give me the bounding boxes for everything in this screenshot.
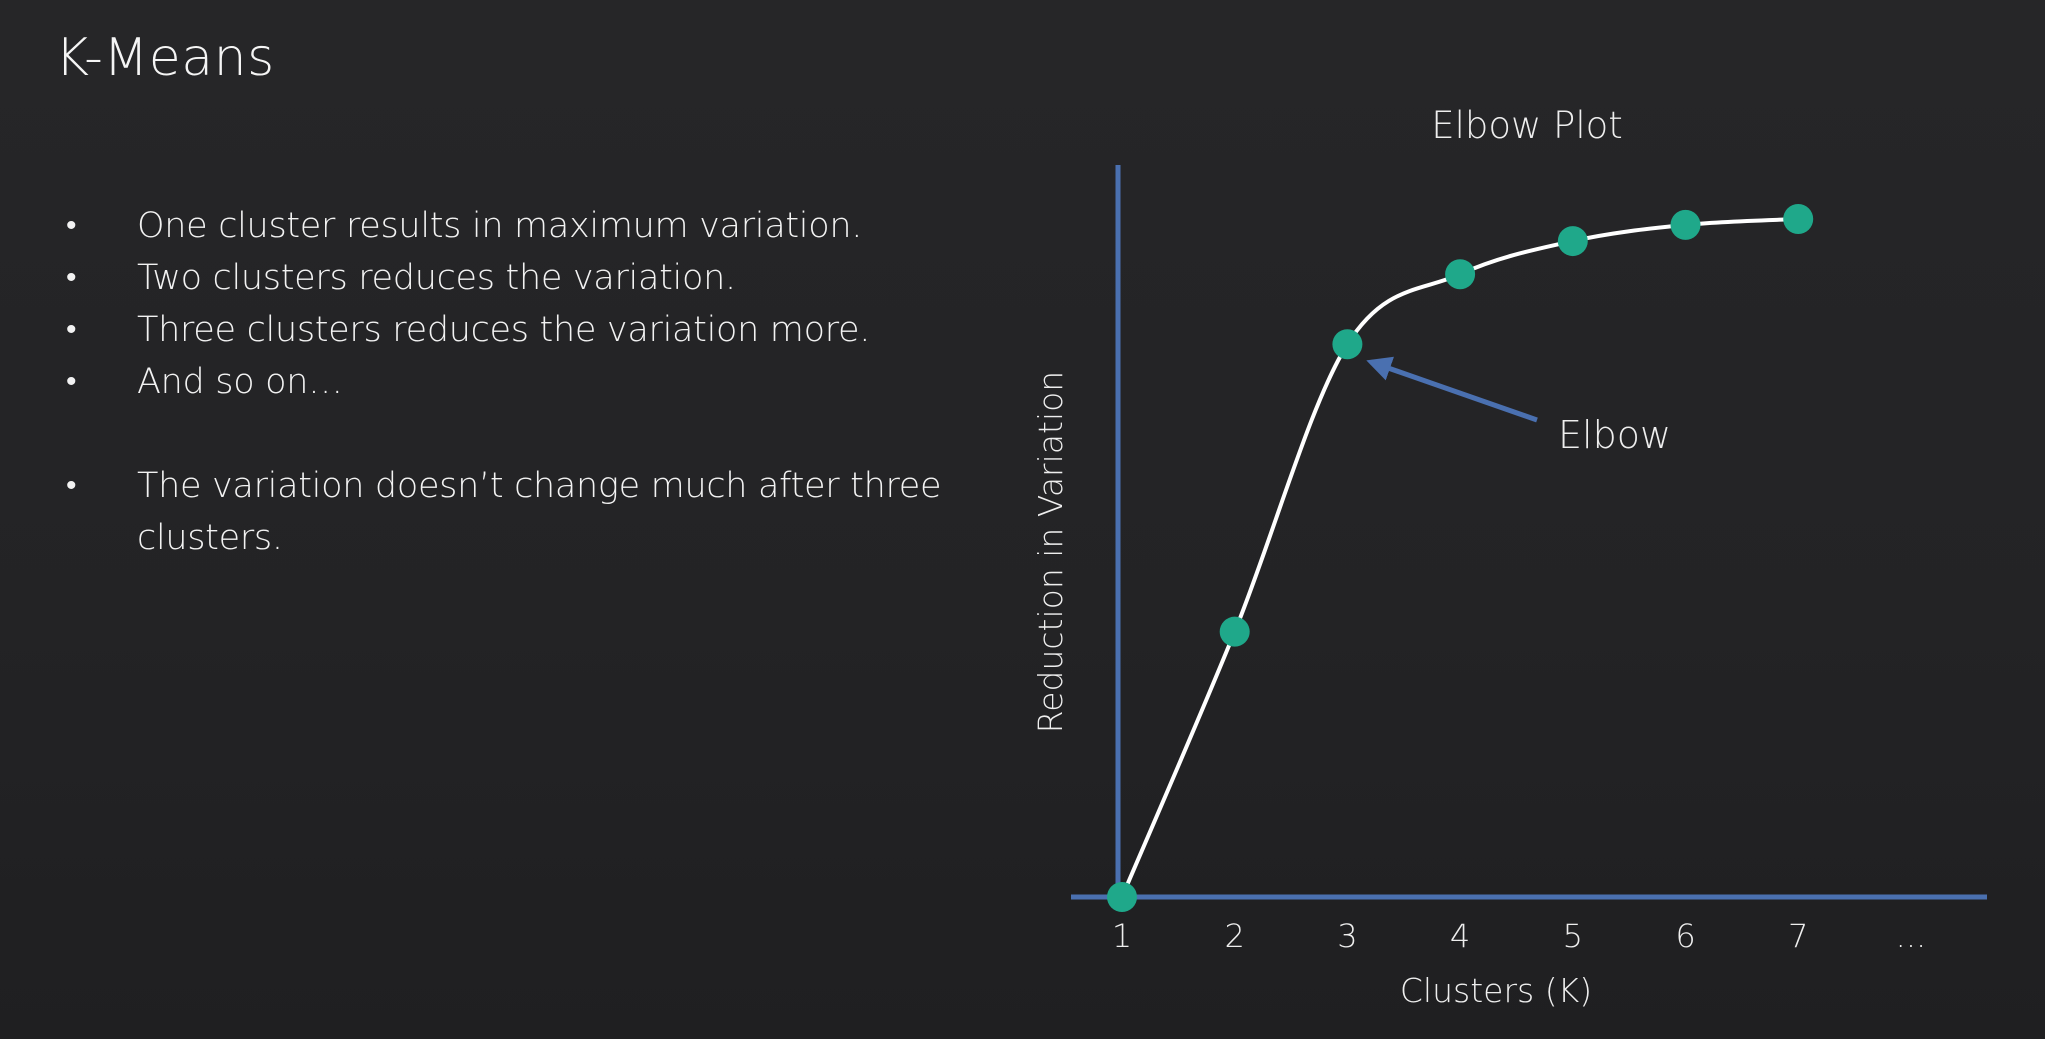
data-points <box>1107 203 1814 912</box>
x-tick-label: 4 <box>1450 917 1470 955</box>
chart-title: Elbow Plot <box>1431 104 1623 147</box>
bullet-item: The variation doesn’t change much after … <box>62 460 962 564</box>
data-point <box>1107 882 1137 912</box>
x-tick-label: 2 <box>1225 917 1245 955</box>
x-tick-label: 6 <box>1675 917 1695 955</box>
x-tick-label: 3 <box>1337 917 1357 955</box>
data-point <box>1670 209 1701 240</box>
bullet-item: Two clusters reduces the variation. <box>62 252 962 304</box>
elbow-arrow <box>1366 356 1538 423</box>
slide-title: K-Means <box>55 28 275 88</box>
x-tick-label: 5 <box>1563 917 1583 955</box>
bullet-item: And so on… <box>62 356 962 408</box>
x-tick-label: ... <box>1896 917 1927 955</box>
bullet-list: One cluster results in maximum variation… <box>62 200 962 564</box>
x-tick-labels: 1 2 3 4 5 6 7... <box>1112 917 1926 955</box>
x-axis-label: Clusters (K) <box>1400 971 1592 1010</box>
bullet-item: One cluster results in maximum variation… <box>62 200 962 252</box>
y-axis-label: Reduction in Variation <box>1031 371 1070 733</box>
x-tick-label: 7 <box>1788 917 1808 955</box>
data-point <box>1783 203 1814 234</box>
x-tick-label: 1 <box>1112 917 1132 955</box>
data-point <box>1332 329 1363 360</box>
elbow-curve <box>1120 216 1801 899</box>
elbow-annotation: Elbow <box>1558 413 1671 457</box>
data-point <box>1445 259 1476 290</box>
data-point <box>1219 616 1250 647</box>
bullet-item: Three clusters reduces the variation mor… <box>62 304 962 356</box>
data-point <box>1557 226 1588 257</box>
